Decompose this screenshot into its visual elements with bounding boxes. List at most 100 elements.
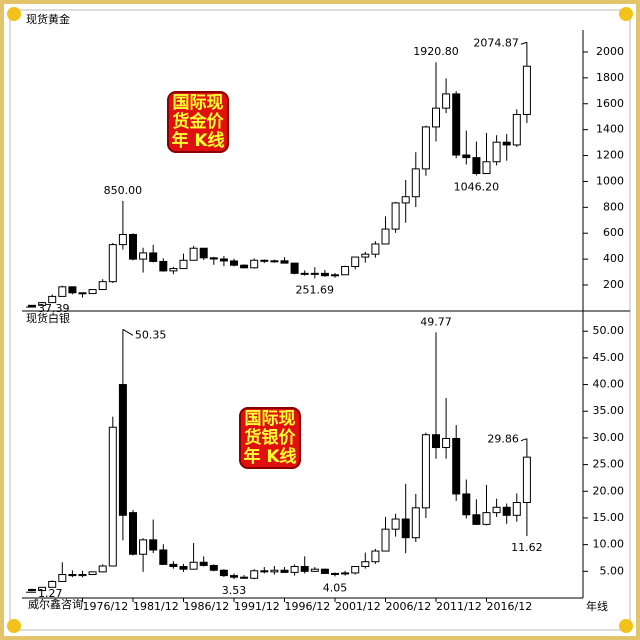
candle-body	[401, 518, 410, 539]
annotation: 1046.20	[454, 180, 500, 193]
annotation: 29.86	[487, 433, 519, 446]
candle-body	[199, 561, 208, 566]
candle-body	[452, 437, 461, 495]
candle-body	[462, 493, 471, 516]
candle-body	[68, 286, 77, 294]
y-tick-label: 200	[603, 278, 624, 291]
annotation: 2074.87	[473, 36, 519, 49]
candle-body	[310, 568, 319, 572]
candle-body	[341, 265, 350, 276]
x-tick-label: 1996/12	[285, 600, 331, 613]
badge-text: 货金价	[173, 111, 225, 132]
annotation: 50.35	[135, 328, 167, 341]
candle-body	[169, 563, 178, 568]
candle-body	[108, 244, 117, 283]
candle-body	[522, 65, 531, 115]
candle-body	[401, 196, 410, 204]
candle-body	[472, 157, 481, 175]
y-tick-label: 2000	[596, 45, 624, 58]
y-tick-label: 1400	[596, 123, 624, 136]
y-tick-label: 15.00	[593, 511, 625, 524]
badge-box	[167, 91, 229, 153]
x-tick-label: 1976/12	[83, 600, 129, 613]
candle-body	[250, 259, 259, 269]
y-tick-label: 35.00	[593, 404, 625, 417]
y-tick-label: 600	[603, 226, 624, 239]
candle-body	[219, 569, 228, 577]
candle-body	[280, 260, 289, 264]
candle-body	[482, 161, 491, 175]
annotation: 1.27	[38, 587, 63, 600]
candle-body	[381, 228, 390, 245]
candle-body	[209, 564, 218, 571]
y-tick-label: 40.00	[593, 378, 625, 391]
candle-body	[320, 568, 329, 574]
candle-body	[502, 141, 511, 146]
candle-body	[452, 93, 461, 156]
y-tick-label: 800	[603, 200, 624, 213]
y-tick-label: 20.00	[593, 484, 625, 497]
candle-body	[331, 274, 339, 277]
annotation-arrow	[122, 328, 134, 336]
inner-frame	[9, 9, 631, 631]
candle-body	[118, 384, 127, 516]
candle-body	[502, 506, 511, 516]
candle-body	[280, 569, 289, 573]
annotation: 850.00	[104, 184, 143, 197]
x-tick-label: 2011/12	[436, 600, 482, 613]
badge-text: 国际现	[173, 93, 224, 113]
badge-box	[239, 407, 301, 469]
badge-text: 货银价	[245, 427, 297, 448]
candle-body	[290, 262, 299, 274]
candle-body	[300, 272, 309, 275]
candle-body	[371, 550, 380, 563]
y-tick-label: 10.00	[593, 538, 625, 551]
candle-body	[351, 256, 360, 267]
candle-body	[270, 569, 279, 573]
candle-body	[78, 574, 87, 577]
y-tick-label: 1200	[596, 149, 624, 162]
candle-body	[129, 512, 137, 555]
candle-body	[48, 295, 57, 304]
watermark: 威尔鑫咨询	[28, 597, 83, 611]
candle-body	[38, 586, 47, 592]
candle-body	[351, 566, 360, 574]
candle-body	[371, 243, 380, 255]
candle-body	[219, 258, 228, 262]
candle-body	[361, 561, 370, 568]
candle-body	[230, 260, 238, 266]
candle-body	[442, 437, 451, 449]
candle-body	[98, 565, 107, 573]
candle-body	[512, 113, 521, 146]
candle-body	[38, 302, 47, 306]
candle-body	[492, 506, 501, 514]
y-tick-label: 50.00	[593, 324, 625, 337]
candle-body	[28, 304, 36, 307]
candle-body	[411, 168, 420, 198]
candle-body	[230, 575, 238, 578]
candle-body	[391, 518, 400, 530]
candle-body	[260, 570, 269, 573]
candle-body	[290, 566, 299, 573]
candle-body	[391, 202, 400, 230]
candle-body	[472, 514, 481, 525]
y-tick-label: 25.00	[593, 458, 625, 471]
candle-body	[58, 286, 67, 297]
badge-text: 年 K线	[171, 130, 224, 151]
candle-body	[98, 281, 107, 291]
candle-body	[118, 234, 127, 246]
candle-body	[129, 234, 137, 260]
candle-body	[139, 539, 148, 555]
x-tick-label: 2001/12	[335, 600, 381, 613]
badge-text: 国际现	[245, 409, 296, 429]
candle-body	[341, 572, 350, 575]
x-tick-label: 2016/12	[487, 600, 533, 613]
candle-body	[320, 272, 329, 277]
candle-body	[260, 259, 269, 262]
candle-body	[411, 507, 420, 539]
candle-body	[462, 154, 471, 159]
candle-body	[492, 141, 501, 163]
candle-body	[68, 574, 77, 577]
candle-body	[189, 247, 198, 261]
